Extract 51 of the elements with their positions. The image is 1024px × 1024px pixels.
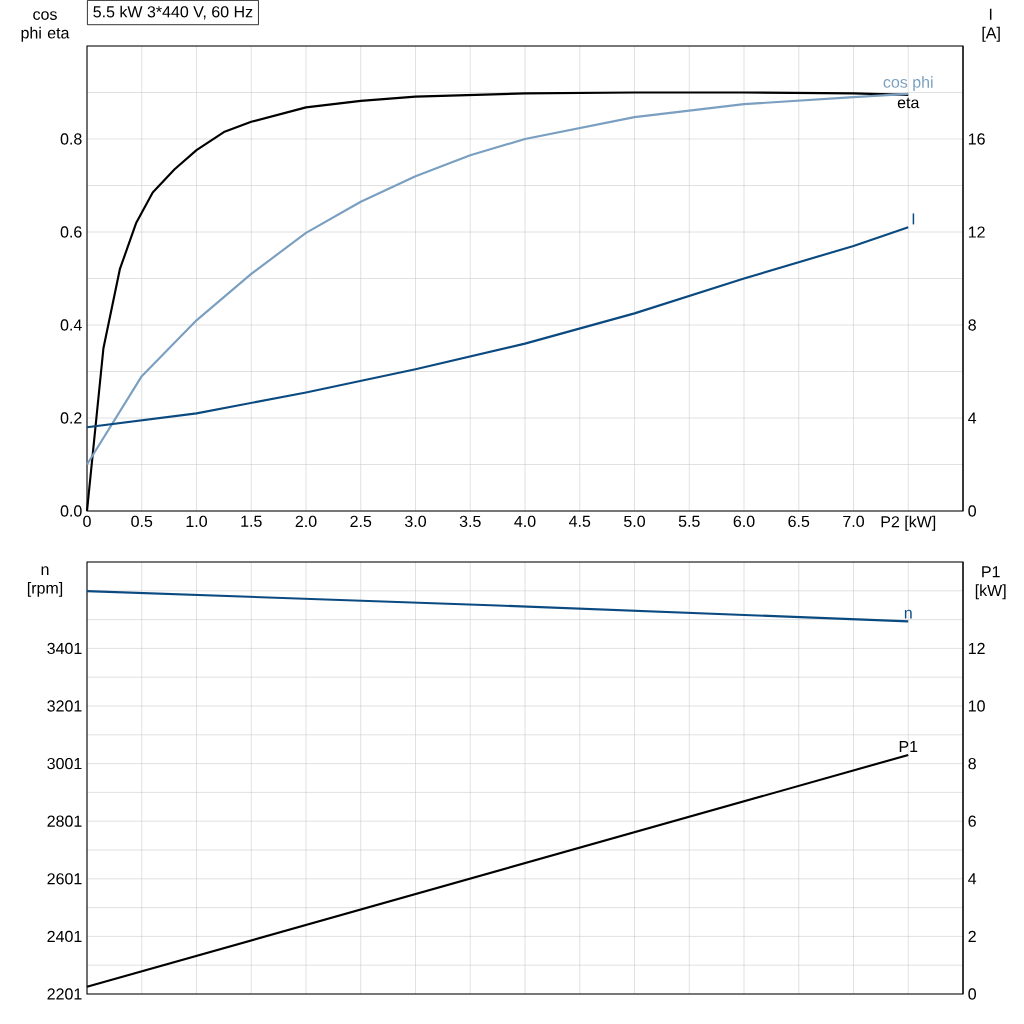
- y-tick-label: 0.2: [60, 412, 82, 424]
- y-tick-label: 0.6: [60, 226, 82, 238]
- x-tick-label: 1.5: [241, 515, 262, 527]
- x-tick-label: 4.5: [569, 515, 591, 527]
- chart-title: 5.5 kW 3*440 V, 60 Hz: [93, 5, 253, 20]
- line-series: [85, 226, 910, 429]
- y2-axis-title: I [A]: [982, 8, 1000, 42]
- y-tick-label: 2801: [47, 815, 82, 827]
- y-tick-label: 3001: [47, 757, 82, 770]
- y2-axis-title: P1 [kW]: [975, 566, 1006, 600]
- x-tick-label: 7.0: [843, 515, 865, 528]
- x-tick-label: 2.0: [295, 515, 317, 528]
- y-tick-label: 0.4: [60, 319, 82, 331]
- series-label: eta: [897, 97, 920, 109]
- x-tick-label: 5.0: [624, 515, 646, 528]
- series-label: P1: [899, 741, 918, 753]
- y2-tick-label: 0: [968, 505, 976, 517]
- y-axis-title: n [rpm]: [27, 566, 63, 597]
- y2-tick-label: 2: [968, 930, 976, 942]
- y2-tick-label: 0: [968, 988, 976, 1000]
- series-label: cos phi: [883, 76, 933, 91]
- y-axis-title: cos phi eta: [21, 11, 70, 42]
- y2-tick-label: 4: [968, 873, 977, 885]
- y2-tick-label: 6: [968, 815, 976, 827]
- x-tick-label: 0.5: [131, 515, 153, 528]
- x-tick-label: 6.5: [788, 515, 810, 528]
- y-tick-label: 2401: [47, 930, 82, 943]
- y2-tick-label: 16: [968, 133, 985, 145]
- y2-tick-label: 8: [968, 757, 976, 770]
- x-tick-label: 3.0: [404, 515, 427, 528]
- y-tick-label: 3401: [47, 642, 82, 655]
- y-tick-label: 0.8: [60, 133, 82, 145]
- y2-tick-label: 12: [968, 642, 985, 654]
- series-label: I: [912, 213, 915, 225]
- x-tick-label: 1.0: [186, 515, 208, 528]
- x-tick-label: P2 [kW]: [881, 515, 936, 531]
- series-label: n: [904, 609, 912, 619]
- y-tick-label: 2601: [47, 873, 82, 885]
- y2-tick-label: 8: [968, 319, 976, 331]
- y2-tick-label: 4: [968, 412, 977, 424]
- x-tick-label: 2.5: [350, 515, 372, 528]
- y-tick-label: 0.0: [60, 505, 82, 517]
- x-tick-label: 4.0: [514, 515, 536, 528]
- x-tick-label: 3.5: [459, 515, 481, 528]
- y2-tick-label: 12: [968, 226, 985, 238]
- y-tick-label: 2201: [47, 988, 82, 1000]
- x-tick-label: 5.5: [678, 515, 700, 527]
- y2-tick-label: 10: [968, 700, 985, 712]
- x-tick-label: 6.0: [733, 515, 755, 528]
- x-tick-label: 0: [83, 515, 91, 528]
- y-tick-label: 3201: [47, 700, 82, 712]
